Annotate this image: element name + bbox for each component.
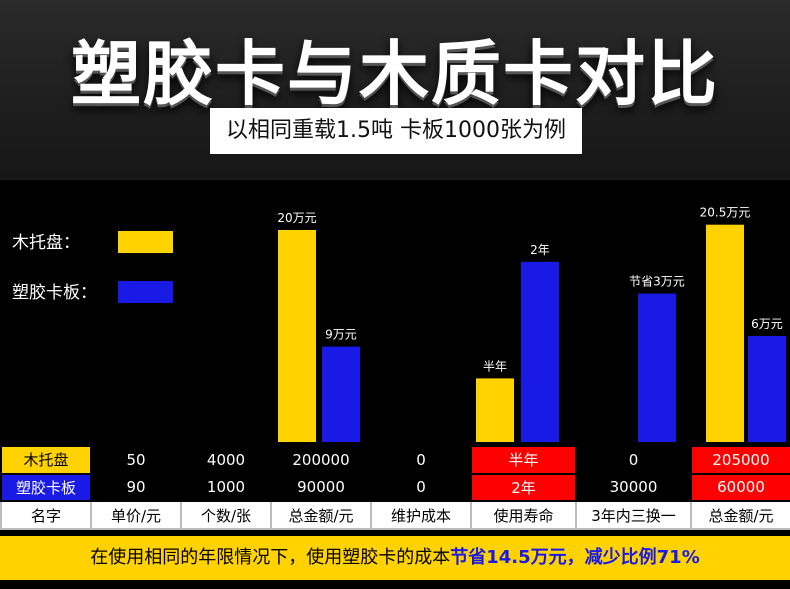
table-cell: 半年: [470, 445, 577, 475]
table-cell: 60000: [690, 472, 790, 503]
table-cell: 50: [90, 445, 182, 475]
table-header-row: 名字 单价/元 个数/张 总金额/元 维护成本 使用寿命 3年内三换一 总金额/元: [0, 500, 790, 530]
table-cell: 2年: [470, 472, 577, 503]
legend-label-0: 木托盘：: [12, 233, 80, 253]
bar-label-plastic-1: 2年: [530, 243, 550, 257]
row-label: 木托盘: [0, 445, 92, 475]
table-header-cell: 名字: [0, 500, 92, 530]
table-cell: 1000: [180, 472, 272, 503]
table-row: 木托盘 50 4000 200000 0 半年 0 205000: [0, 445, 790, 475]
bar-wood-0: [278, 230, 316, 442]
table-row: 塑胶卡板 90 1000 90000 0 2年 30000 60000: [0, 472, 790, 503]
table-header-cell: 总金额/元: [270, 500, 372, 530]
page-subtitle: 以相同重载1.5吨 卡板1000张为例: [210, 108, 582, 154]
row-label: 塑胶卡板: [0, 472, 92, 503]
footer-highlight: 节省14.5万元，减少比例71%: [450, 547, 700, 568]
bar-plastic-1: [521, 261, 559, 442]
table-cell: 0: [370, 445, 472, 475]
comparison-chart: 木托盘： 塑胶卡板： 20万元 9万元半年 2年节省3万元 20.5万元 6万元: [0, 180, 790, 445]
bar-label-wood-3: 20.5万元: [700, 206, 751, 220]
table-header-cell: 个数/张: [180, 500, 272, 530]
table-cell: 0: [370, 472, 472, 503]
bar-plastic-2: [638, 293, 676, 442]
table-cell: 90: [90, 472, 182, 503]
table-cell: 0: [575, 445, 692, 475]
legend-swatch-1: [118, 281, 173, 303]
bar-label-wood-1: 半年: [483, 359, 507, 373]
table-header-cell: 3年内三换一: [575, 500, 692, 530]
table-header-cell: 维护成本: [370, 500, 472, 530]
bar-wood-1: [476, 378, 514, 442]
bar-wood-3: [706, 224, 744, 442]
bar-label-plastic-0: 9万元: [325, 328, 357, 342]
bar-label-wood-0: 20万元: [277, 211, 316, 225]
table-header-cell: 使用寿命: [470, 500, 577, 530]
table-header-cell: 总金额/元: [690, 500, 790, 530]
footer-text: 在使用相同的年限情况下，使用塑胶卡的成本: [90, 547, 451, 568]
legend-swatch-0: [118, 231, 173, 253]
table-cell: 30000: [575, 472, 692, 503]
table-cell: 205000: [690, 445, 790, 475]
bar-label-plastic-2: 节省3万元: [629, 275, 685, 289]
table-cell: 90000: [270, 472, 372, 503]
table-cell: 4000: [180, 445, 272, 475]
header-banner: 塑胶卡与木质卡对比 以相同重载1.5吨 卡板1000张为例: [0, 0, 790, 180]
table-header-cell: 单价/元: [90, 500, 182, 530]
comparison-table: 木托盘 50 4000 200000 0 半年 0 205000 塑胶卡板 90 1000 90000…: [0, 445, 790, 530]
bar-plastic-3: [748, 336, 786, 442]
page-title: 塑胶卡与木质卡对比: [71, 33, 719, 115]
bar-label-plastic-3: 6万元: [751, 317, 783, 331]
footer-summary: 在使用相同的年限情况下，使用塑胶卡的成本节省14.5万元，减少比例71%: [0, 536, 790, 580]
table-cell: 200000: [270, 445, 372, 475]
bar-plastic-0: [322, 346, 360, 442]
legend-label-1: 塑胶卡板：: [12, 283, 97, 303]
